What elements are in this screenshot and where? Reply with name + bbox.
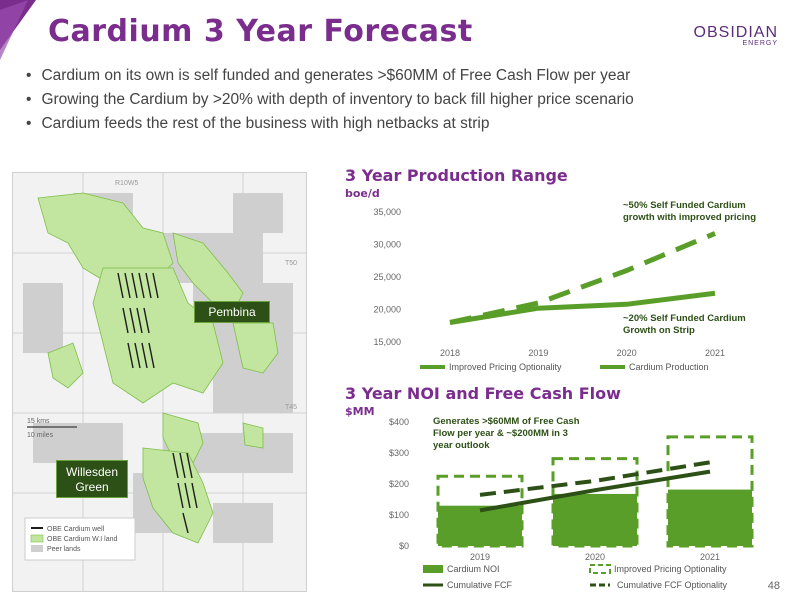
noi-chart: $400 $300 $200 $100 $0 2019 2020 2021 Cardium NO… [389,416,754,590]
y-tick-label: 15,000 [373,337,401,347]
legend-item: OBE Cardium W.I land [47,536,118,543]
legend-label: Improved Pricing Optionality [614,564,727,574]
production-chart: 35,000 30,000 25,000 20,000 15,000 2018 2019 20… [373,200,756,372]
township-label: T45 [285,404,297,411]
willesden-label-line1: Willesden [65,465,119,479]
production-chart-unit: boe/d [345,187,380,200]
company-logo: OBSIDIAN ENERGY [694,24,778,47]
legend-label: Cardium Production [629,362,709,372]
page-number: 48 [767,580,780,592]
y-tick-label: 30,000 [373,240,401,250]
bullet-item: Growing the Cardium by >20% with depth o… [26,88,633,112]
willesden-label-line2: Green [75,480,109,494]
y-tick-label: 20,000 [373,305,401,315]
series-line [449,290,716,325]
legend-label: Improved Pricing Optionality [449,362,562,372]
chart-annotation: ~50% Self Funded Cardium [623,200,746,211]
legend-swatch [589,564,611,574]
series-line-dashed [449,231,716,325]
legend-item: OBE Cardium well [47,526,105,533]
map-legend [24,517,136,561]
map-graphic: R10W5 T50 T45 15 kms 10 miles OBE Cardiu… [13,173,306,591]
y-tick-label: $300 [389,448,409,458]
optionality-bar-outline [666,435,754,548]
bullet-item: Cardium on its own is self funded and ge… [26,64,634,88]
y-tick-label: $100 [389,510,409,520]
township-label: T50 [285,260,297,267]
chart-annotation: Flow per year & ~$200MM in 3 [433,428,568,439]
legend-item: Peer lands [47,546,81,553]
pembina-label-text: Pembina [208,305,256,319]
logo-subtext: ENERGY [742,40,778,47]
y-tick-label: $0 [399,541,409,551]
pembina-label: Pembina [194,301,270,323]
bullet-item: Cardium feeds the rest of the business w… [26,112,634,136]
noi-bar [668,489,752,546]
legend-label: Cumulative FCF Optionality [617,580,728,590]
y-tick-label: 35,000 [373,207,401,217]
legend-label: Cardium NOI [447,564,500,574]
y-tick-label: $400 [389,417,409,427]
chart-annotation: Generates >$60MM of Free Cash [433,416,580,427]
x-tick-label: 2020 [617,348,637,358]
x-tick-label: 2021 [700,552,720,562]
x-tick-label: 2018 [440,348,460,358]
cardium-map: R10W5 T50 T45 15 kms 10 miles OBE Cardiu… [12,172,307,592]
legend-label: Cumulative FCF [447,580,513,590]
production-chart-title: 3 Year Production Range [345,166,568,185]
chart-annotation: ~20% Self Funded Cardium [623,313,746,324]
township-label: R10W5 [115,180,138,187]
chart-annotation: Growth on Strip [623,325,695,336]
fcf-line [479,469,711,513]
chart-annotation: year outlook [433,440,490,451]
bullet-list: Cardium on its own is self funded and ge… [26,64,634,136]
noi-chart-title: 3 Year NOI and Free Cash Flow [345,384,621,403]
scale-miles-label: 10 miles [27,432,54,439]
noi-chart-unit: $MM [345,405,375,418]
chart-annotation: growth with improved pricing [623,212,756,223]
y-tick-label: 25,000 [373,272,401,282]
y-tick-label: $200 [389,479,409,489]
x-tick-label: 2019 [528,348,548,358]
noi-bar [553,493,637,546]
noi-bar [438,505,522,546]
logo-text: OBSIDIAN [693,24,778,41]
willesden-green-label: Willesden Green [56,460,128,498]
fcf-optionality-line [479,460,711,497]
scale-km-label: 15 kms [27,418,50,425]
x-tick-label: 2019 [470,552,490,562]
corner-accent [0,0,36,60]
page-title: Cardium 3 Year Forecast [48,14,473,49]
x-tick-label: 2021 [705,348,725,358]
legend-swatch [423,565,443,573]
x-tick-label: 2020 [585,552,605,562]
